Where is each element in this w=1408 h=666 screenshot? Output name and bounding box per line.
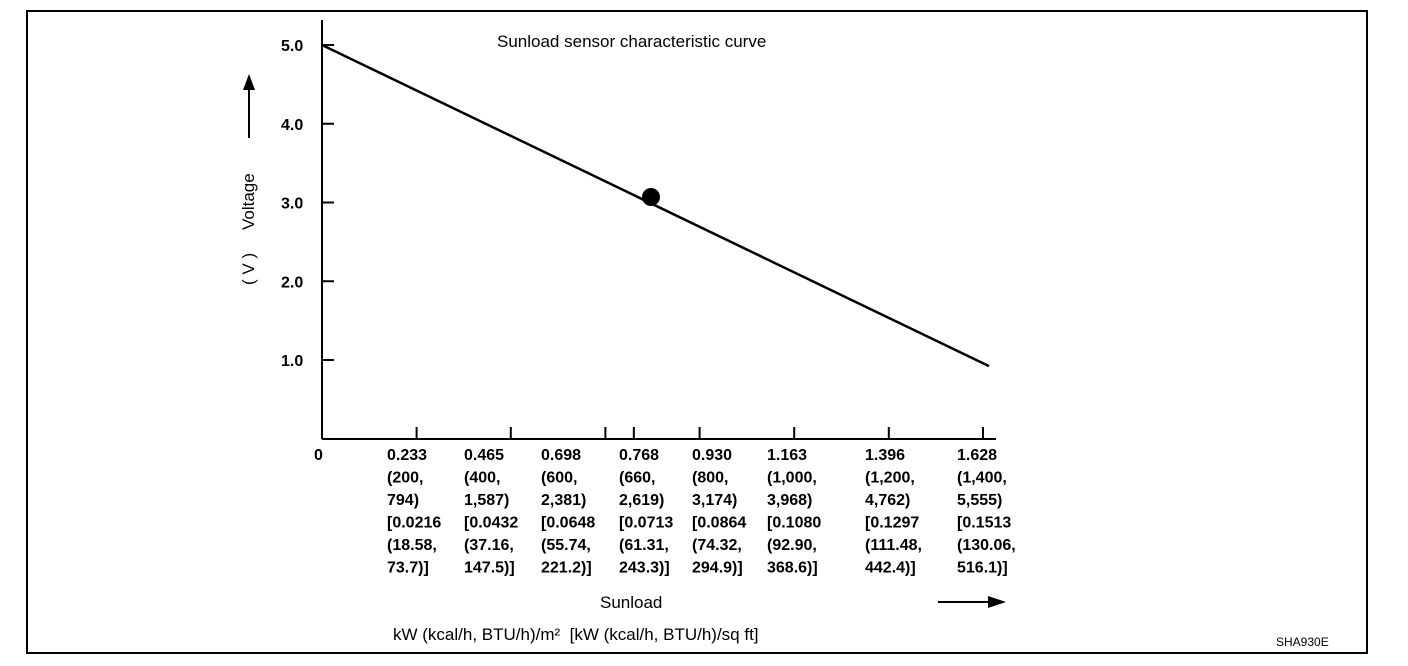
- y-tick-label: 4.0: [281, 117, 303, 134]
- figure-frame: [26, 10, 1368, 654]
- figure-code: SHA930E: [1276, 635, 1329, 649]
- y-axis-arrow: [243, 74, 255, 138]
- x-tick-label: 0.930 (800, 3,174) [0.0864 (74.32, 294.9)]: [692, 447, 746, 577]
- x-tick-label: 1.163 (1,000, 3,968) [0.1080 (92.90, 368.6)]: [767, 447, 821, 577]
- x-axis-label: Sunload: [600, 593, 662, 612]
- x-ticks: 0 0.233 (200, 794) [0.0216 (18.58, 73.7)] 0.465…: [314, 427, 1016, 577]
- y-tick-label: 3.0: [281, 196, 303, 213]
- x-axis-arrow: [938, 596, 1006, 608]
- chart-title: Sunload sensor characteristic curve: [497, 32, 766, 51]
- y-axis-unit: ( V ): [239, 253, 258, 285]
- x-tick-label: 0.768 (660, 2,619) [0.0713 (61.31, 243.3)]: [619, 447, 673, 577]
- marker-point: [642, 188, 660, 206]
- x-tick-label: 0.698 (600, 2,381) [0.0648 (55.74, 221.2)]: [541, 447, 595, 577]
- x-tick-label: 0.233 (200, 794) [0.0216 (18.58, 73.7)]: [387, 447, 441, 577]
- x-tick-label: 0: [314, 447, 323, 464]
- x-axis-units: kW (kcal/h, BTU/h)/m² [kW (kcal/h, BTU/h…: [393, 625, 759, 644]
- x-tick-label: 1.628 (1,400, 5,555) [0.1513 (130.06, 516.1)]: [957, 447, 1016, 577]
- x-tick-label: 1.396 (1,200, 4,762) [0.1297 (111.48, 442.4)]: [865, 447, 922, 577]
- series-line-voltage: [321, 43, 990, 368]
- x-tick-label: 0.465 (400, 1,587) [0.0432 (37.16, 147.5)]: [464, 447, 518, 577]
- y-axis-label: Voltage: [239, 173, 258, 230]
- y-tick-label: 2.0: [281, 274, 303, 291]
- y-ticks: 5.0 4.0 3.0 2.0 1.0: [281, 38, 334, 370]
- y-tick-label: 5.0: [281, 38, 303, 55]
- y-tick-label: 1.0: [281, 353, 303, 370]
